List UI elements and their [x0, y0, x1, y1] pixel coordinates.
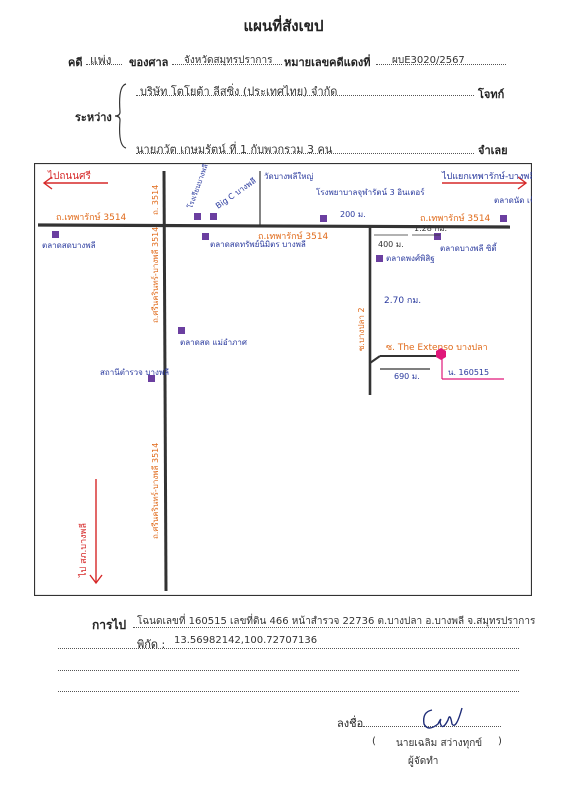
road-label-main-mid: ถ.เทพารักษ์ 3514	[258, 230, 329, 242]
court-value: จังหวัดสมุทรปราการ	[184, 55, 273, 66]
to-value: โฉนดเลขที่ 160515 เลขที่ดิน 466 หน้าสำรว…	[137, 616, 536, 627]
lm-market-sq: ตลาดสด แม่อำภาศ	[180, 338, 247, 347]
landmark-marker: ตลาดพงศ์พิสิฐ	[376, 253, 435, 263]
target-label: น. 160515	[448, 368, 489, 377]
coord-value: 13.56982142,100.72707136	[174, 635, 318, 646]
lm-market-mid: ตลาดสดทรัพย์นิมิตร บางพลี	[210, 239, 306, 249]
court-label: ของศาล	[129, 56, 169, 69]
defendant-role: จำเลย	[478, 144, 508, 157]
to-label: การไป	[92, 618, 127, 632]
lm-market-east: ตลาดพงศ์พิสิฐ	[386, 253, 435, 263]
arrow-right	[442, 176, 528, 190]
dist-128: 1.28 กม.	[414, 224, 447, 233]
soi-bend	[369, 355, 381, 364]
case-number-label: หมายเลขคดีแดงที่	[284, 56, 371, 69]
defendant-name: นายภวัต เกษมรัตน์ ที่ 1 กับพวกรวม 3 คน	[136, 143, 333, 156]
dist-200: 200 ม.	[340, 210, 366, 219]
road-label-v1-a: ถ.ศรีนครินทร์-บางพลี 3514	[150, 227, 160, 323]
lm-hospital: โรงพยาบาลจุฬารัตน์ 3 อินเตอร์	[316, 187, 425, 197]
landmark-marker: ตลาดสดบางพลี	[42, 231, 96, 250]
arrow-left	[42, 176, 108, 190]
sign-label: ลงชื่อ	[337, 717, 364, 730]
dir-left-label: ไปถนนศรี	[47, 170, 91, 182]
landmark-marker: สถานีตำรวจ บางพลี	[100, 368, 169, 382]
coord-label: พิกัด :	[137, 638, 166, 651]
plaintiff-role: โจทก์	[478, 88, 505, 101]
road-vertical-west	[162, 170, 168, 592]
lm-market-east2: ตลาดบางพลี ซิตี้	[440, 242, 498, 253]
brace	[114, 83, 127, 149]
dist-400: 400 ม.	[378, 240, 404, 249]
landmark-marker: ตลาดสดทรัพย์นิมิตร บางพลี	[202, 233, 306, 249]
arrow-down	[89, 479, 103, 585]
dir-down-label: ไป สภ.บางพลี	[78, 523, 89, 578]
road-label-v2: ซ.บางปลา 2	[357, 307, 366, 351]
dir-right-label: ไปแยกเทพารักษ์-บางพลี	[441, 170, 532, 182]
between-label: ระหว่าง	[75, 111, 112, 124]
sketch-map: ไปถนนศรี ไปแยกเทพารักษ์-บางพลี ไป สภ.บาง…	[34, 163, 532, 596]
target-marker	[436, 348, 446, 360]
soi-target-label: ซ. The Extenso บางปลา	[386, 343, 488, 353]
road-label-main-right: ถ.เทพารักษ์ 3514	[420, 212, 491, 224]
road-main	[37, 223, 511, 229]
road-label-v1-b: ถ.ศรีนครินทร์-บางพลี 3514	[150, 443, 160, 539]
lm-temple: วัดบางพลีใหญ่	[264, 172, 314, 181]
paren-open: (	[372, 736, 376, 747]
lm-far-right: ตลาดนัด เจ๊จิ๋ม	[494, 194, 532, 205]
road-label-main-left: ถ.เทพารักษ์ 3514	[56, 211, 127, 223]
page-title: แผนที่สังเขป	[243, 17, 324, 35]
signer-role: ผู้จัดทำ	[408, 756, 439, 767]
lm-district: สถานีตำรวจ บางพลี	[100, 368, 169, 377]
paren-close: )	[498, 736, 502, 747]
landmark-marker: โรงพยาบาลจุฬารัตน์ 3 อินเตอร์	[316, 187, 425, 222]
case-label: คดี	[68, 56, 83, 69]
dist-690: 690 ม.	[394, 372, 420, 381]
landmark-marker: ตลาดสด แม่อำภาศ	[178, 327, 247, 347]
road-label-v1-top: ถ. 3514	[151, 185, 160, 215]
signature	[422, 707, 463, 729]
landmark-marker: ตลาดบางพลี ซิตี้	[434, 233, 498, 253]
case-type: แพ่ง	[90, 53, 112, 67]
case-number-value: ผบE3020/2567	[392, 55, 465, 66]
lm-market-west: ตลาดสดบางพลี	[42, 241, 96, 250]
dist-270: 2.70 กม.	[384, 296, 421, 306]
plaintiff-name: บริษัท โตโยต้า ลีสซิ่ง (ประเทศไทย) จำกัด	[140, 85, 338, 98]
landmark-marker: ตลาดนัด เจ๊จิ๋ม	[494, 194, 532, 222]
signer-name: นายเฉลิม สว่างทุกข์	[396, 738, 483, 749]
